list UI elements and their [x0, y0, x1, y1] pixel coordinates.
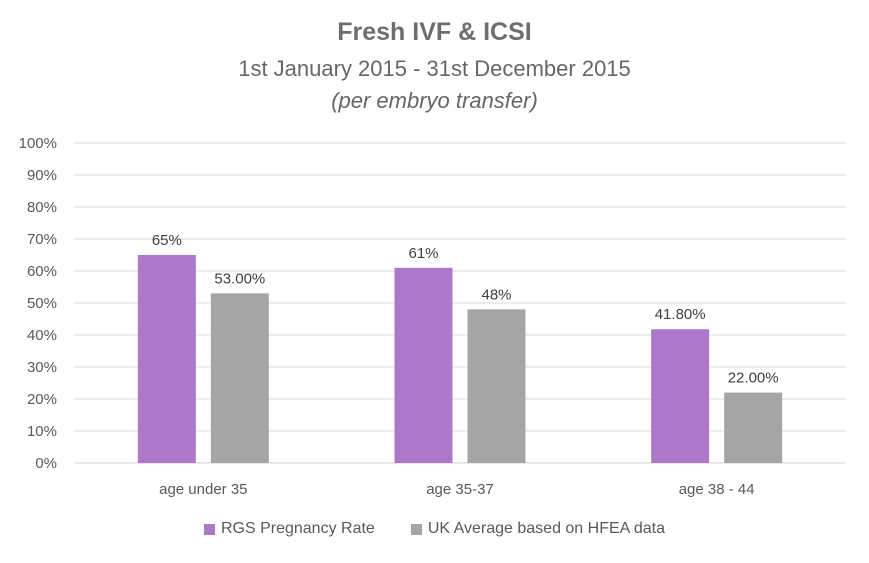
legend-item-uk: UK Average based on HFEA data	[410, 520, 666, 538]
legend-label-rgs: RGS Pregnancy Rate	[220, 520, 375, 537]
y-tick-label: 60%	[27, 263, 57, 280]
y-tick-label: 40%	[27, 327, 57, 344]
y-tick-label: 90%	[27, 167, 57, 184]
legend-label-uk: UK Average based on HFEA data	[427, 520, 666, 537]
data-label: 22.00%	[728, 370, 779, 387]
y-tick-label: 20%	[27, 391, 57, 408]
bar	[394, 267, 453, 463]
bar	[210, 293, 269, 463]
y-tick-label: 0%	[35, 455, 57, 472]
legend: RGS Pregnancy Rate UK Average based on H…	[0, 520, 869, 538]
x-tick-label: age under 35	[159, 481, 247, 498]
legend-item-rgs: RGS Pregnancy Rate	[203, 520, 375, 538]
legend-swatch-uk	[410, 523, 422, 535]
chart-subtitle: 1st January 2015 - 31st December 2015	[238, 56, 631, 81]
bar	[467, 309, 526, 463]
chart-title: Fresh IVF & ICSI	[337, 18, 532, 46]
data-label: 41.80%	[655, 306, 706, 323]
data-label: 48%	[481, 286, 511, 303]
x-tick-label: age 35-37	[426, 481, 494, 498]
x-tick-label: age 38 - 44	[679, 481, 755, 498]
y-tick-label: 100%	[19, 135, 57, 152]
data-label: 53.00%	[214, 270, 265, 287]
data-label: 61%	[408, 245, 438, 262]
bar	[137, 255, 196, 463]
y-tick-label: 70%	[27, 231, 57, 248]
data-label: 65%	[152, 232, 182, 249]
bar	[651, 329, 710, 463]
y-tick-label: 50%	[27, 295, 57, 312]
legend-swatch-rgs	[203, 523, 215, 535]
y-tick-label: 80%	[27, 199, 57, 216]
bar	[724, 392, 783, 463]
chart-note: (per embryo transfer)	[331, 88, 538, 113]
y-tick-label: 10%	[27, 423, 57, 440]
y-tick-label: 30%	[27, 359, 57, 376]
